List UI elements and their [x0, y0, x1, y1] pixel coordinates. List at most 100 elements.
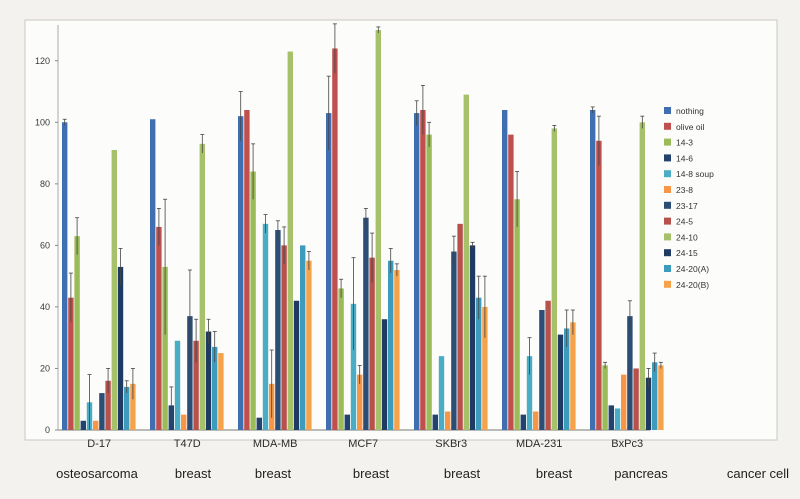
bar	[658, 365, 664, 430]
bar	[457, 223, 463, 430]
bar	[602, 365, 608, 430]
x-tick-label: MCF7	[348, 438, 378, 450]
bar	[250, 171, 256, 431]
legend: nothing olive oil 14-3 14-6 14-8 soup 23-8 23-…	[664, 106, 714, 290]
y-tick-label: 40	[40, 302, 50, 312]
tissue-label: breast	[352, 466, 390, 481]
bar	[369, 257, 375, 430]
legend-swatch	[664, 217, 671, 225]
legend-label: 24-20(B)	[676, 280, 709, 290]
legend-label: 24-15	[676, 248, 698, 258]
tissue-label: osteosarcoma	[56, 466, 138, 481]
bar	[394, 270, 400, 430]
x-tick-label: SKBr3	[435, 438, 467, 450]
bar	[99, 393, 105, 430]
x-tick-label: MDA-MB	[253, 438, 298, 450]
legend-label: nothing	[676, 106, 704, 116]
x-tick-label: BxPc3	[611, 438, 643, 450]
y-axis-ticks: 0 20 40 60 80 100 120	[35, 56, 58, 435]
x-tick-label: D-17	[87, 438, 111, 450]
legend-label: 24-5	[676, 217, 693, 227]
bar	[218, 353, 224, 430]
bar	[332, 48, 338, 430]
legend-label: 24-10	[676, 232, 698, 242]
bar	[414, 113, 420, 431]
bar	[557, 334, 564, 430]
bar	[590, 110, 596, 430]
bar	[187, 316, 193, 430]
tissue-label: pancreas	[614, 466, 668, 481]
bar	[357, 374, 363, 430]
legend-swatch	[664, 249, 671, 257]
bar	[545, 300, 551, 430]
bar	[150, 119, 156, 430]
bar	[287, 51, 293, 431]
tissue-label: breast	[254, 466, 292, 481]
plot-frame	[24, 19, 778, 441]
tissue-label: cancer cell	[726, 466, 790, 481]
bar	[80, 420, 86, 430]
bar	[621, 374, 627, 430]
legend-label: olive oil	[676, 122, 704, 132]
legend-swatch	[664, 107, 671, 114]
bar	[212, 346, 218, 430]
bar	[111, 150, 117, 430]
bar	[262, 223, 269, 430]
legend-label: 23-17	[676, 201, 698, 211]
bar	[363, 217, 369, 430]
bar	[451, 251, 457, 430]
bar	[645, 377, 652, 430]
legend-swatch	[664, 138, 671, 146]
bar	[256, 417, 262, 430]
legend-label: 24-20(A)	[676, 264, 709, 274]
bar	[181, 414, 187, 430]
legend-swatch	[664, 280, 671, 288]
bar	[652, 362, 658, 430]
legend-label: 23-8	[676, 185, 693, 195]
legend-label: 14-8 soup	[676, 169, 714, 179]
bar	[482, 306, 488, 430]
legend-label: 14-6	[676, 153, 693, 163]
bar	[639, 122, 645, 431]
legend-swatch	[664, 122, 671, 130]
legend-swatch	[664, 201, 671, 209]
bar	[564, 328, 570, 430]
bar	[627, 316, 633, 430]
bar	[502, 110, 508, 430]
bar	[300, 245, 306, 430]
bar	[381, 319, 388, 430]
bar	[199, 143, 205, 430]
bar	[281, 245, 287, 430]
legend-swatch	[664, 186, 671, 193]
bar	[338, 288, 344, 430]
legend-swatch	[664, 265, 671, 272]
bar	[445, 411, 451, 430]
bar	[432, 414, 438, 430]
bar	[375, 30, 381, 430]
bar	[633, 368, 639, 430]
bar	[520, 414, 526, 430]
bar	[93, 420, 99, 430]
bar	[193, 340, 199, 430]
bar	[388, 260, 394, 430]
bar	[514, 199, 520, 430]
bar	[130, 383, 136, 430]
y-tick-label: 100	[35, 117, 50, 127]
bar	[326, 113, 332, 431]
bar	[570, 322, 576, 430]
bar	[420, 110, 426, 430]
tissue-label: breast	[174, 466, 212, 481]
bar	[105, 380, 111, 430]
bar	[526, 356, 533, 430]
bar	[533, 411, 539, 430]
x-tick-label: MDA-231	[516, 438, 562, 450]
bar	[156, 226, 162, 430]
bar	[162, 266, 168, 430]
legend-swatch	[664, 154, 671, 162]
bar	[117, 266, 124, 430]
bar	[463, 94, 469, 430]
bar	[68, 297, 74, 430]
y-tick-label: 80	[40, 179, 50, 189]
bar	[426, 134, 432, 430]
